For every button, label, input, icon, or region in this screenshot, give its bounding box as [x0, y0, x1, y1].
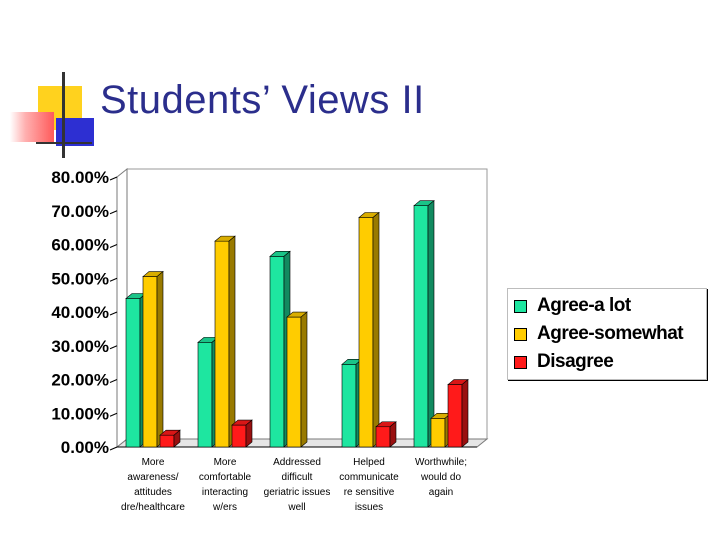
bar-agree-somewhat	[142, 276, 158, 448]
y-tick-label: 0.00%	[61, 438, 109, 457]
bar-agree-a-lot-side	[427, 200, 435, 448]
legend-swatch	[514, 299, 527, 313]
bar-disagree-side	[245, 419, 253, 448]
bar-agree-a-lot	[125, 298, 141, 448]
bar-disagree	[159, 434, 175, 448]
bar-agree-somewhat-side	[228, 235, 236, 448]
chart-legend: Agree-a lot Agree-somewhat Disagree	[507, 288, 707, 380]
legend-label: Disagree	[537, 351, 614, 372]
category-label: communicate	[339, 472, 399, 483]
bar-agree-somewhat-side	[300, 311, 308, 448]
y-tick-mark	[109, 244, 118, 248]
y-tick-mark	[109, 210, 118, 215]
bar-disagree	[231, 424, 247, 448]
decoration-horizontal-line	[36, 142, 92, 144]
y-tick-label: 50.00%	[51, 269, 109, 288]
legend-label: Agree-a lot	[537, 295, 631, 316]
category-label: would do	[420, 472, 461, 483]
bar-agree-a-lot	[341, 364, 357, 448]
bar-agree-somewhat-side	[372, 211, 380, 448]
decoration-red-square	[10, 112, 54, 142]
bar-disagree-side	[173, 429, 181, 448]
y-tick-mark	[109, 277, 118, 282]
y-tick-label: 20.00%	[51, 371, 109, 390]
y-tick-mark	[109, 412, 118, 417]
y-tick-mark	[109, 379, 118, 383]
legend-label: Agree-somewhat	[537, 323, 684, 344]
bar-agree-somewhat-side	[156, 270, 164, 448]
legend-entry-agree-somewhat: Agree-somewhat	[514, 323, 684, 345]
bar-agree-a-lot	[197, 342, 213, 448]
y-tick-mark	[109, 446, 118, 451]
category-label: dre/healthcare	[121, 502, 185, 513]
bar-agree-somewhat	[214, 240, 230, 448]
bar-agree-somewhat	[286, 316, 302, 448]
category-label: Addressed	[273, 457, 321, 468]
category-label: re sensitive	[344, 487, 395, 498]
y-tick-mark	[109, 176, 118, 181]
legend-entry-disagree: Disagree	[514, 351, 614, 373]
decoration-vertical-line	[62, 72, 65, 158]
category-label: w/ers	[212, 502, 237, 513]
category-label: Worthwhile;	[415, 457, 467, 468]
legend-swatch	[514, 327, 527, 341]
category-label: Helped	[353, 457, 385, 468]
category-label: again	[429, 487, 453, 498]
y-tick-label: 70.00%	[51, 202, 109, 221]
legend-entry-agree-a-lot: Agree-a lot	[514, 295, 631, 317]
category-label: geriatric issues	[264, 487, 331, 498]
bar-disagree	[447, 384, 463, 448]
bar-agree-a-lot	[269, 256, 285, 448]
category-label: comfortable	[199, 472, 252, 483]
category-label: More	[142, 457, 165, 468]
y-tick-mark	[109, 311, 118, 316]
bar-agree-a-lot	[413, 205, 429, 448]
y-tick-label: 60.00%	[51, 236, 109, 255]
bar-disagree-side	[389, 421, 397, 448]
legend-swatch	[514, 355, 527, 369]
category-label: awareness/	[127, 472, 178, 483]
category-label: interacting	[202, 487, 248, 498]
category-label: More	[214, 457, 237, 468]
y-tick-mark	[109, 345, 118, 350]
category-label: well	[287, 502, 305, 513]
category-label: issues	[355, 502, 383, 513]
y-tick-label: 30.00%	[51, 337, 109, 356]
plot-side-wall	[116, 167, 128, 449]
y-tick-label: 10.00%	[51, 404, 109, 423]
y-tick-label: 80.00%	[51, 168, 109, 187]
y-tick-label: 40.00%	[51, 303, 109, 322]
bar-disagree-side	[461, 378, 469, 448]
bar-disagree	[375, 426, 391, 448]
slide-title: Students’ Views II	[100, 78, 425, 122]
category-label: difficult	[282, 472, 313, 483]
bar-agree-somewhat	[358, 217, 374, 448]
bar-agree-somewhat	[430, 418, 446, 448]
category-label: attitudes	[134, 487, 172, 498]
